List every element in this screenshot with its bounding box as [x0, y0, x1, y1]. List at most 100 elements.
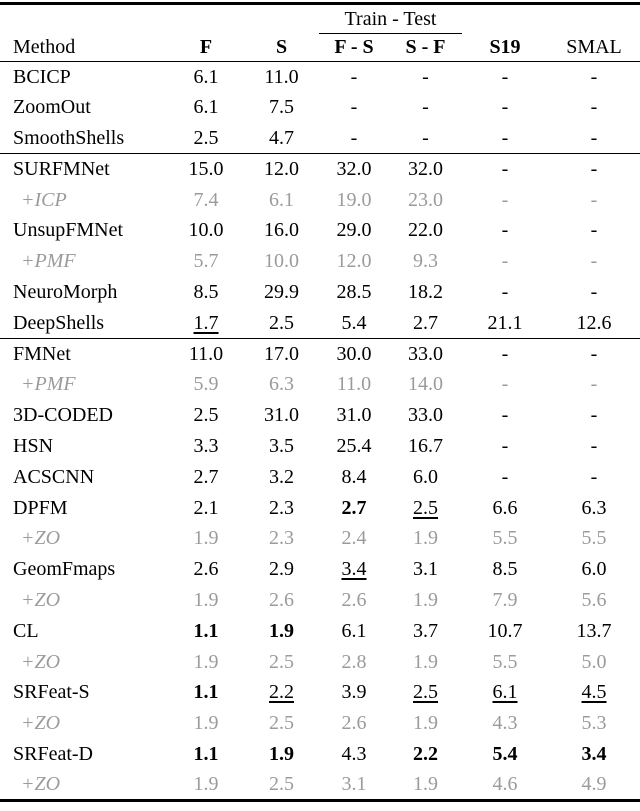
- method-cell: SmoothShells: [13, 126, 125, 149]
- value-cell: -: [548, 338, 640, 370]
- value-cell: 16.7: [408, 434, 443, 457]
- method-cell: +ICP: [21, 188, 67, 211]
- value-cell: 31.0: [264, 404, 299, 427]
- method-cell: +ZO: [21, 650, 61, 673]
- table-row: NeuroMorph 8.5 29.9 28.5 18.2 - -: [0, 277, 640, 308]
- value-cell: 10.0: [264, 250, 299, 273]
- value-cell: -: [590, 188, 598, 211]
- value-cell: 30.0: [319, 338, 389, 370]
- table-row: SRFeat-D 1.1 1.9 4.3 2.2 5.4 3.4: [0, 739, 640, 770]
- value-cell: 1.9: [193, 772, 219, 795]
- value-cell: 3.3: [193, 434, 219, 457]
- value-cell: 10.7: [487, 619, 523, 642]
- value-cell: 5.5: [581, 527, 607, 550]
- train-test-header-row: Train - Test: [0, 3, 640, 34]
- value-cell: 5.3: [581, 712, 607, 735]
- value-cell: 2.5: [269, 311, 294, 334]
- value-cell: 2.5: [413, 496, 438, 519]
- value-cell: 2.1: [193, 496, 219, 519]
- value-cell: 3.1: [341, 772, 367, 795]
- value-cell: 3.1: [413, 558, 438, 581]
- value-cell: -: [350, 126, 358, 149]
- method-cell: ZoomOut: [13, 96, 91, 119]
- value-cell: 6.0: [413, 465, 438, 488]
- value-cell: 1.9: [413, 712, 438, 735]
- table-row: HSN 3.3 3.5 25.4 16.7 - -: [0, 431, 640, 462]
- value-cell: 10.0: [188, 219, 224, 242]
- value-cell: -: [590, 219, 598, 242]
- method-cell: NeuroMorph: [13, 280, 118, 303]
- method-cell: ACSCNN: [13, 465, 95, 488]
- value-cell: 2.9: [269, 558, 294, 581]
- value-cell: 33.0: [389, 338, 462, 370]
- method-cell: CL: [13, 619, 39, 642]
- value-cell: 12.0: [244, 153, 319, 185]
- value-cell: 2.6: [341, 588, 367, 611]
- method-cell: UnsupFMNet: [13, 219, 124, 242]
- table-row: FMNet 11.0 17.0 30.0 33.0- -: [0, 338, 640, 370]
- value-cell: 1.9: [413, 772, 438, 795]
- value-cell: 1.9: [193, 527, 219, 550]
- value-cell: 29.0: [336, 219, 372, 242]
- value-cell: 22.0: [408, 219, 443, 242]
- method-cell: FMNet: [0, 338, 168, 370]
- value-cell: -: [422, 65, 429, 88]
- value-cell: 2.7: [341, 496, 367, 519]
- value-cell: 1.9: [193, 650, 219, 673]
- value-cell: 6.0: [581, 558, 607, 581]
- value-cell: 3.4: [341, 558, 367, 581]
- value-cell: 6.1: [341, 619, 367, 642]
- value-cell: 33.0: [408, 404, 443, 427]
- value-cell: 2.7: [413, 311, 438, 334]
- value-cell: 6.6: [492, 496, 518, 519]
- value-cell: -: [590, 373, 598, 396]
- method-cell: +ZO: [21, 772, 61, 795]
- method-cell: +PMF: [21, 373, 76, 396]
- value-cell: 17.0: [244, 338, 319, 370]
- value-cell: 3.4: [581, 742, 607, 765]
- value-cell: 6.1: [269, 188, 294, 211]
- table-row: UnsupFMNet 10.0 16.0 29.0 22.0 - -: [0, 215, 640, 246]
- value-cell: 2.6: [269, 588, 294, 611]
- col-header-method: Method: [0, 33, 168, 62]
- table-row: +ZO 1.9 2.5 3.1 1.9 4.6 4.9: [0, 770, 640, 801]
- value-cell: 4.7: [269, 126, 294, 149]
- value-cell: 1.9: [269, 742, 294, 765]
- value-cell: 12.0: [336, 250, 372, 273]
- table-row: ZoomOut 6.1 7.5 - - - -: [0, 92, 640, 123]
- value-cell: 11.0: [264, 65, 299, 88]
- table-row: +PMF 5.7 10.0 12.0 9.3 - -: [0, 246, 640, 277]
- value-cell: 1.1: [193, 742, 219, 765]
- value-cell: 5.7: [193, 250, 219, 273]
- value-cell: 5.9: [193, 373, 219, 396]
- value-cell: 1.9: [193, 588, 219, 611]
- value-cell: 2.5: [269, 650, 294, 673]
- value-cell: 1.1: [193, 681, 219, 704]
- table-row: 3D-CODED 2.5 31.0 31.0 33.0 - -: [0, 400, 640, 431]
- value-cell: 6.3: [581, 496, 607, 519]
- value-cell: 3.5: [269, 434, 294, 457]
- value-cell: -: [590, 96, 598, 119]
- value-cell: 3.7: [413, 619, 438, 642]
- column-header-row: Method F S F - S S - F S19 SMAL: [0, 33, 640, 62]
- value-cell: 32.0: [389, 153, 462, 185]
- value-cell: 11.0: [168, 338, 244, 370]
- table-row: +ZO 1.9 2.6 2.6 1.9 7.9 5.6: [0, 585, 640, 616]
- value-cell: -: [501, 126, 509, 149]
- table-row: SRFeat-S 1.1 2.2 3.9 2.5 6.1 4.5: [0, 677, 640, 708]
- value-cell: 8.5: [492, 558, 518, 581]
- value-cell: 6.1: [193, 96, 219, 119]
- value-cell: 7.4: [193, 188, 219, 211]
- value-cell: 25.4: [336, 434, 372, 457]
- table-row: GeomFmaps 2.6 2.9 3.4 3.1 8.5 6.0: [0, 554, 640, 585]
- value-cell: 1.9: [193, 712, 219, 735]
- value-cell: -: [501, 65, 509, 88]
- value-cell: 11.0: [336, 373, 372, 396]
- method-cell: DeepShells: [13, 311, 105, 334]
- value-cell: 12.6: [576, 311, 612, 334]
- value-cell: 9.3: [413, 250, 438, 273]
- value-cell: 5.4: [492, 742, 518, 765]
- value-cell: -: [590, 280, 598, 303]
- method-cell: GeomFmaps: [13, 558, 116, 581]
- col-header-s: S: [244, 33, 319, 62]
